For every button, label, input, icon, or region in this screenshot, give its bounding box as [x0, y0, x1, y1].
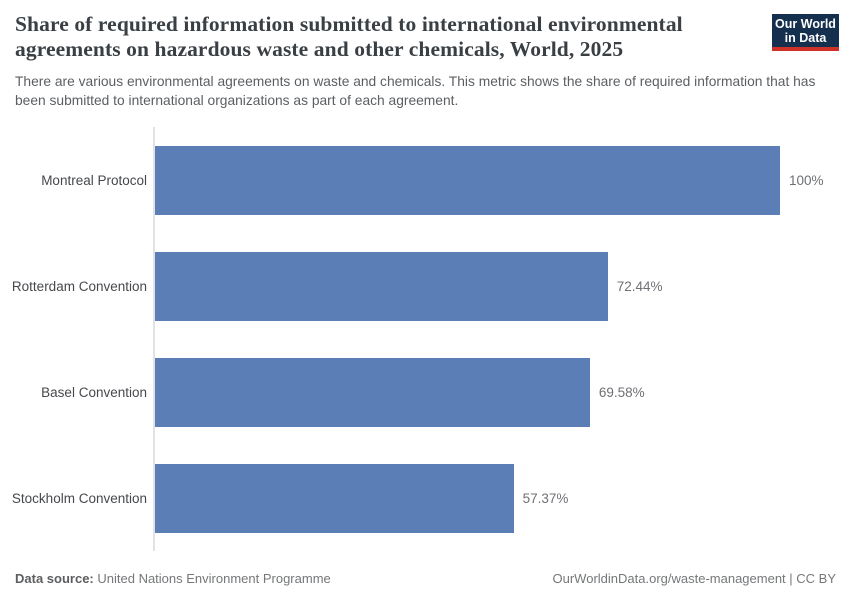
bar-chart: Montreal Protocol 100% Rotterdam Convent…	[0, 127, 850, 551]
data-source-label: Data source:	[15, 571, 94, 586]
bar-stockholm-convention[interactable]	[155, 463, 514, 533]
bar-track: 57.37%	[155, 463, 780, 533]
category-label: Rotterdam Convention	[11, 278, 147, 294]
bar-montreal-protocol[interactable]	[155, 145, 780, 215]
bar-row: Rotterdam Convention 72.44%	[0, 233, 850, 339]
attribution-link[interactable]: OurWorldinData.org/waste-management | CC…	[552, 571, 836, 586]
value-label: 72.44%	[616, 278, 663, 294]
value-label: 57.37%	[522, 490, 569, 506]
chart-footer: Data source: United Nations Environment …	[15, 571, 836, 586]
bar-basel-convention[interactable]	[155, 357, 590, 427]
bar-track: 100%	[155, 145, 824, 215]
bar-row: Montreal Protocol 100%	[0, 127, 850, 233]
owid-logo-text-line1: Our World	[775, 16, 836, 31]
value-label: 69.58%	[598, 384, 645, 400]
y-axis-line	[153, 127, 155, 551]
bar-row: Stockholm Convention 57.37%	[0, 445, 850, 551]
category-label: Montreal Protocol	[41, 172, 147, 188]
owid-logo-text-line2: in Data	[784, 30, 827, 45]
bar-track: 69.58%	[155, 357, 780, 427]
chart-header: Share of required information submitted …	[15, 12, 836, 111]
value-label: 100%	[789, 172, 824, 188]
owid-logo[interactable]: Our World in Data	[772, 14, 839, 51]
bar-row: Basel Convention 69.58%	[0, 339, 850, 445]
bar-track: 72.44%	[155, 251, 780, 321]
chart-subtitle: There are various environmental agreemen…	[15, 73, 816, 109]
category-label: Basel Convention	[41, 384, 147, 400]
category-label: Stockholm Convention	[11, 490, 147, 506]
owid-logo-underline	[772, 47, 839, 51]
bar-rotterdam-convention[interactable]	[155, 251, 608, 321]
data-source-value: United Nations Environment Programme	[97, 571, 331, 586]
data-source-note: Data source: United Nations Environment …	[15, 571, 331, 586]
chart-title: Share of required information submitted …	[15, 12, 683, 62]
